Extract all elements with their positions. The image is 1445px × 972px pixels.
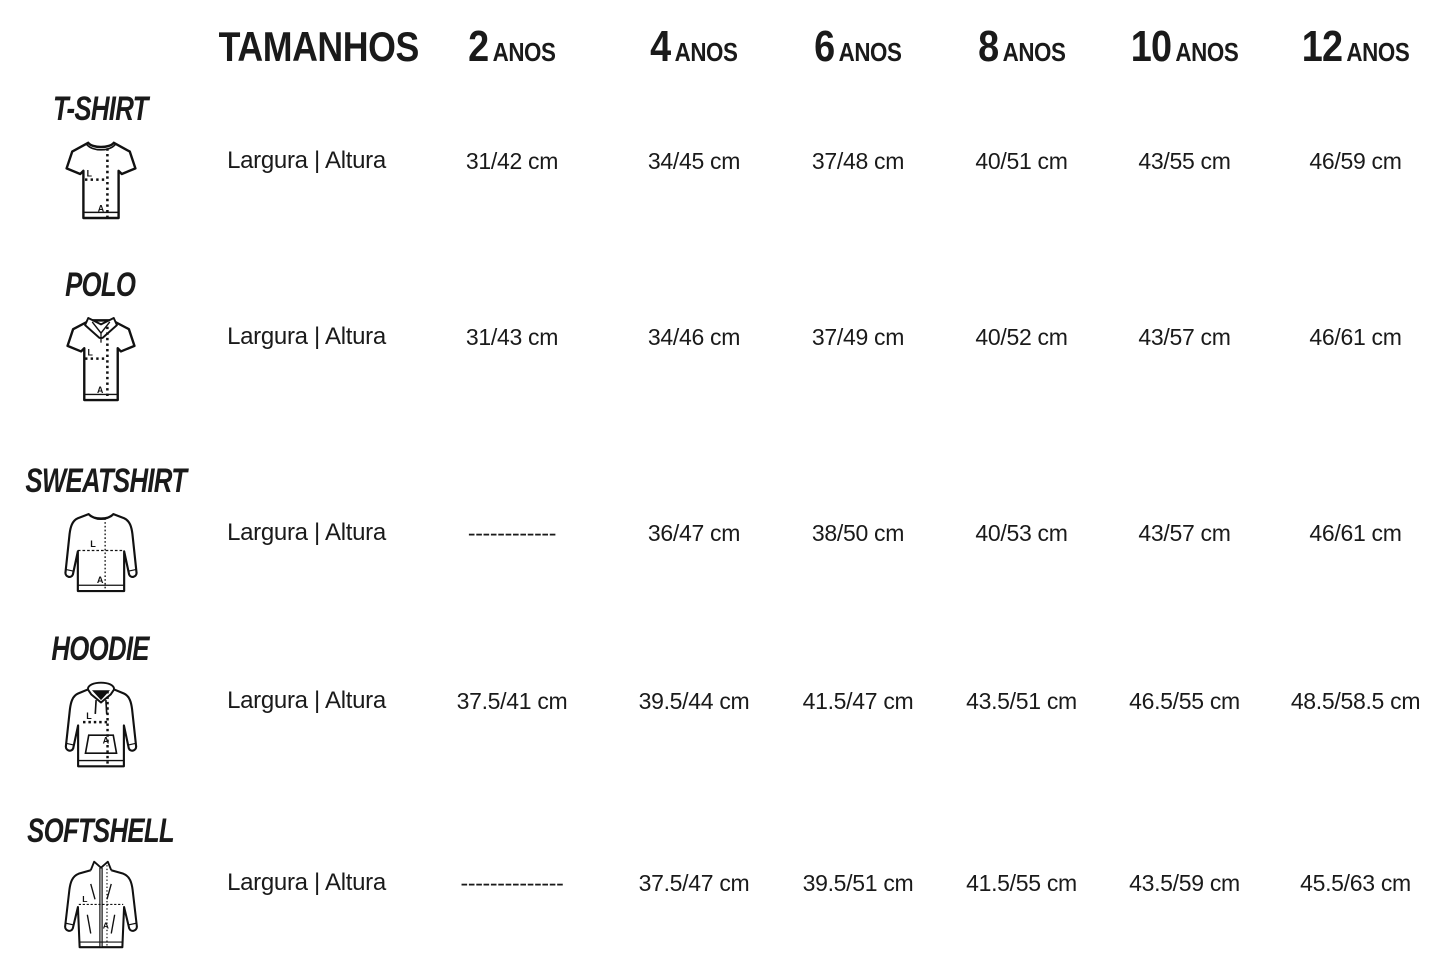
cell-value: 38/50 cm — [811, 520, 905, 546]
size-header-6-anos: 6 ANOS — [814, 22, 902, 71]
cell-value: 41.5/47 cm — [802, 688, 914, 714]
cell-value: 41.5/55 cm — [966, 870, 1077, 896]
page-title: TAMANHOS — [218, 23, 420, 70]
cell-value: 39.5/51 cm — [802, 870, 914, 896]
cell-value: 37/48 cm — [811, 148, 905, 174]
sweatshirt-icon: L A — [0, 504, 201, 596]
table-row: T-SHIRT L A Largura | Altura 31/42 cm 34… — [0, 86, 1445, 222]
garment-name-sweatshirt: SWEATSHIRT — [25, 461, 187, 500]
tshirt-icon: L A — [0, 132, 201, 222]
measure-label: Largura | Altura — [227, 519, 386, 546]
cell-value: 43.5/51 cm — [966, 688, 1077, 714]
size-header-12-anos: 12 ANOS — [1301, 22, 1410, 71]
table-row: HOODIE L A Largura | Altura 37.5/41 cm 3… — [0, 626, 1445, 772]
cell-value: 43.5/59 cm — [1129, 870, 1240, 896]
cell-value: 34/45 cm — [647, 148, 741, 174]
cell-value: 43/57 cm — [1138, 520, 1231, 546]
width-label: L — [90, 539, 96, 549]
cell-value: 45.5/63 cm — [1300, 870, 1411, 896]
cell-value: 31/43 cm — [465, 324, 559, 350]
height-label: A — [97, 204, 104, 214]
cell-value: 39.5/44 cm — [638, 688, 750, 714]
garment-name-hoodie: HOODIE — [51, 629, 150, 668]
cell-value: 34/46 cm — [647, 324, 741, 350]
table-row: POLO L A Largura | Altura 31/43 cm 34/46… — [0, 262, 1445, 404]
height-label: A — [97, 385, 104, 395]
size-header-2-anos: 2 ANOS — [468, 22, 556, 71]
cell-value: 40/52 cm — [975, 324, 1068, 350]
cell-value: 37/49 cm — [811, 324, 905, 350]
table-row: SOFTSHELL L A Largura | Altura ---- — [0, 808, 1445, 954]
width-label: L — [86, 168, 92, 178]
measure-label: Largura | Altura — [227, 869, 386, 896]
size-header-10-anos: 10 ANOS — [1130, 22, 1239, 71]
width-label: L — [82, 894, 87, 904]
cell-value: -------------- — [460, 870, 564, 896]
height-label: A — [96, 575, 103, 585]
table-row: SWEATSHIRT L A Largura | Altura --------… — [0, 458, 1445, 596]
cell-value: 43/55 cm — [1138, 148, 1231, 174]
hoodie-icon: L A — [0, 672, 201, 772]
cell-value: 43/57 cm — [1138, 324, 1231, 350]
cell-value: 40/51 cm — [975, 148, 1068, 174]
cell-value: 31/42 cm — [465, 148, 559, 174]
table-title-cell: TAMANHOS — [201, 23, 420, 71]
size-header-8-anos: 8 ANOS — [977, 22, 1066, 71]
cell-value: 37.5/41 cm — [456, 688, 568, 714]
polo-icon: L A — [0, 308, 201, 404]
garment-name-polo: POLO — [65, 265, 136, 304]
cell-value: 48.5/58.5 cm — [1290, 688, 1421, 714]
table-header-row: TAMANHOS 2 ANOS 4 ANOS 6 ANOS 8 ANOS 10 ANOS … — [0, 12, 1445, 82]
width-label: L — [86, 711, 92, 721]
garment-name-softshell: SOFTSHELL — [27, 811, 175, 850]
width-label: L — [87, 347, 93, 357]
cell-value: 36/47 cm — [647, 520, 741, 546]
cell-value: 46.5/55 cm — [1129, 688, 1240, 714]
size-header-4-anos: 4 ANOS — [650, 22, 738, 71]
garment-name-tshirt: T-SHIRT — [53, 89, 148, 128]
measure-label: Largura | Altura — [227, 687, 386, 714]
cell-value: 37.5/47 cm — [638, 870, 750, 896]
softshell-icon: L A — [0, 854, 201, 954]
height-label: A — [102, 920, 108, 930]
cell-value: 46/59 cm — [1309, 148, 1402, 174]
cell-value: 46/61 cm — [1309, 324, 1402, 350]
cell-value: 46/61 cm — [1309, 520, 1402, 546]
cell-value: 40/53 cm — [975, 520, 1068, 546]
cell-value: ------------ — [467, 520, 557, 546]
height-label: A — [102, 735, 109, 745]
measure-label: Largura | Altura — [227, 323, 386, 350]
measure-label: Largura | Altura — [227, 147, 386, 174]
